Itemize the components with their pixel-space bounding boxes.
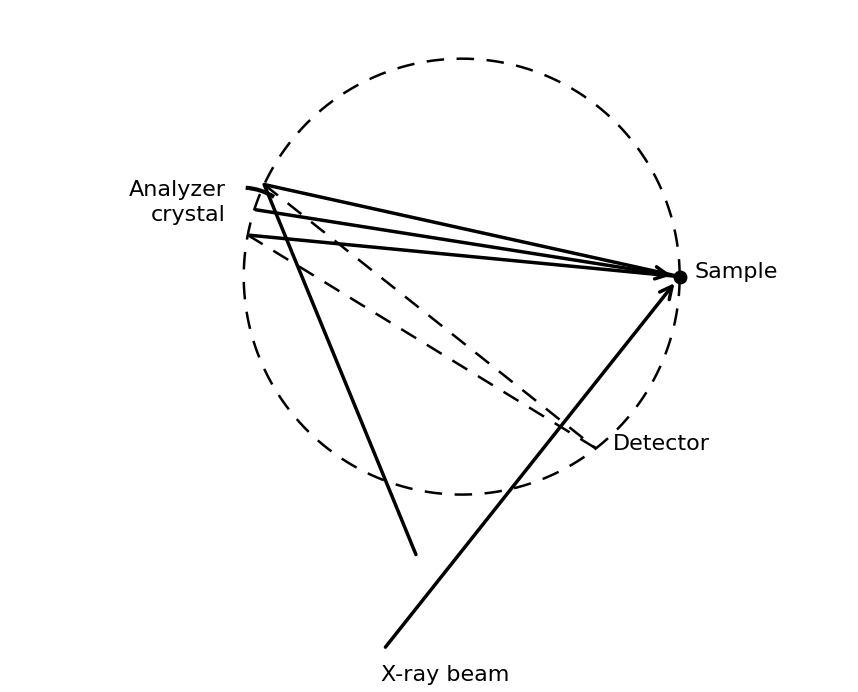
Text: X-ray beam: X-ray beam	[381, 664, 510, 684]
Text: Sample: Sample	[695, 262, 778, 282]
Text: Detector: Detector	[613, 434, 710, 454]
Text: Analyzer
crystal: Analyzer crystal	[129, 181, 226, 225]
